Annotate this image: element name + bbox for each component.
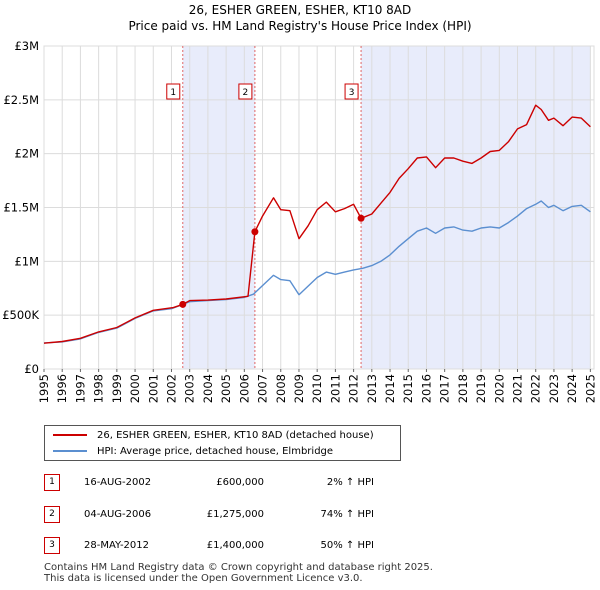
sale-point xyxy=(179,300,187,308)
sale-markers: 1 2 3 xyxy=(166,83,365,308)
transaction-date: 28-MAY-2012 xyxy=(84,540,150,551)
x-tick-label: 1998 xyxy=(92,374,106,403)
x-tick-label: 2010 xyxy=(310,374,324,403)
x-axis-ticks: 1995 1996 1997 1998 1999 2000 2001 2002 2003 2004… xyxy=(37,369,597,403)
footer: Contains HM Land Registry data © Crown c… xyxy=(44,562,433,584)
x-tick-label: 1995 xyxy=(37,374,51,403)
transaction-price: £600,000 xyxy=(216,477,264,488)
transaction-number: 1 xyxy=(44,474,60,491)
legend-label-property: 26, ESHER GREEN, ESHER, KT10 8AD (detach… xyxy=(97,430,374,441)
footer-copyright: Contains HM Land Registry data © Crown c… xyxy=(44,562,433,573)
sale-point xyxy=(357,214,365,222)
sale-point xyxy=(251,228,259,236)
y-tick-label: £1M xyxy=(14,254,39,268)
x-tick-label: 2025 xyxy=(583,374,597,403)
series-line xyxy=(43,104,591,344)
transaction-number: 3 xyxy=(44,537,60,554)
x-tick-label: 1996 xyxy=(55,374,69,403)
x-tick-label: 2011 xyxy=(328,374,342,403)
x-tick-label: 2000 xyxy=(128,374,142,403)
transaction-price: £1,400,000 xyxy=(206,540,264,551)
transaction-hpi: 50% ↑ HPI xyxy=(320,540,374,551)
legend-item-property: 26, ESHER GREEN, ESHER, KT10 8AD (detach… xyxy=(53,428,374,444)
footer-licence: This data is licensed under the Open Gov… xyxy=(44,573,363,584)
x-tick-label: 2023 xyxy=(547,374,561,403)
series-line xyxy=(43,200,591,344)
x-tick-label: 2007 xyxy=(256,374,270,403)
x-tick-label: 2016 xyxy=(419,374,433,403)
y-tick-label: £500K xyxy=(2,308,39,322)
transaction-hpi: 2% ↑ HPI xyxy=(326,477,374,488)
x-tick-label: 2020 xyxy=(492,374,506,403)
legend-label-hpi: HPI: Average price, detached house, Elmb… xyxy=(97,446,334,457)
x-tick-label: 1997 xyxy=(73,374,87,403)
transaction-date: 16-AUG-2002 xyxy=(84,477,152,488)
x-tick-label: 2019 xyxy=(474,374,488,403)
y-tick-label: £3M xyxy=(14,39,39,53)
y-axis-ticks: £0 £500K £1M £1.5M £2M £2.5M £3M xyxy=(2,39,39,376)
legend: 26, ESHER GREEN, ESHER, KT10 8AD (detach… xyxy=(44,425,401,461)
x-tick-label: 2002 xyxy=(164,374,178,403)
transaction-hpi: 74% ↑ HPI xyxy=(320,509,374,520)
x-tick-label: 2014 xyxy=(383,374,397,403)
legend-item-hpi: HPI: Average price, detached house, Elmb… xyxy=(53,444,333,460)
y-tick-label: £2M xyxy=(14,147,39,161)
y-tick-label: £2.5M xyxy=(3,93,39,107)
legend-swatch-property xyxy=(53,434,87,436)
x-tick-label: 2022 xyxy=(529,374,543,403)
marker-label: 1 xyxy=(170,88,176,98)
x-tick-label: 2005 xyxy=(219,374,233,403)
x-tick-label: 2015 xyxy=(401,374,415,403)
x-tick-label: 2013 xyxy=(365,374,379,403)
x-tick-label: 2012 xyxy=(347,374,361,403)
x-tick-label: 2018 xyxy=(456,374,470,403)
x-tick-label: 2006 xyxy=(237,374,251,403)
x-tick-label: 2008 xyxy=(274,374,288,403)
x-tick-label: 2001 xyxy=(146,374,160,403)
price-chart: 26, ESHER GREEN, ESHER, KT10 8AD Price p… xyxy=(2,3,597,403)
series-lines xyxy=(43,104,591,344)
x-tick-label: 2009 xyxy=(292,374,306,403)
marker-lines xyxy=(182,46,362,369)
x-tick-label: 2024 xyxy=(565,374,579,403)
x-tick-label: 2021 xyxy=(511,374,525,403)
x-tick-label: 2003 xyxy=(183,374,197,403)
y-tick-label: £1.5M xyxy=(3,201,39,215)
x-tick-label: 1999 xyxy=(110,374,124,403)
chart-subtitle: Price paid vs. HM Land Registry's House … xyxy=(128,19,471,33)
marker-box xyxy=(166,83,181,100)
marker-box xyxy=(344,83,359,100)
chart-title: 26, ESHER GREEN, ESHER, KT10 8AD xyxy=(189,3,411,17)
transaction-date: 04-AUG-2006 xyxy=(84,509,152,520)
x-tick-label: 2004 xyxy=(201,374,215,403)
marker-label: 3 xyxy=(349,88,355,98)
x-tick-label: 2017 xyxy=(438,374,452,403)
marker-label: 2 xyxy=(243,88,249,98)
transaction-number: 2 xyxy=(44,506,60,523)
transaction-price: £1,275,000 xyxy=(206,509,264,520)
marker-box xyxy=(238,83,253,100)
y-tick-label: £0 xyxy=(24,362,39,376)
legend-swatch-hpi xyxy=(53,450,87,452)
